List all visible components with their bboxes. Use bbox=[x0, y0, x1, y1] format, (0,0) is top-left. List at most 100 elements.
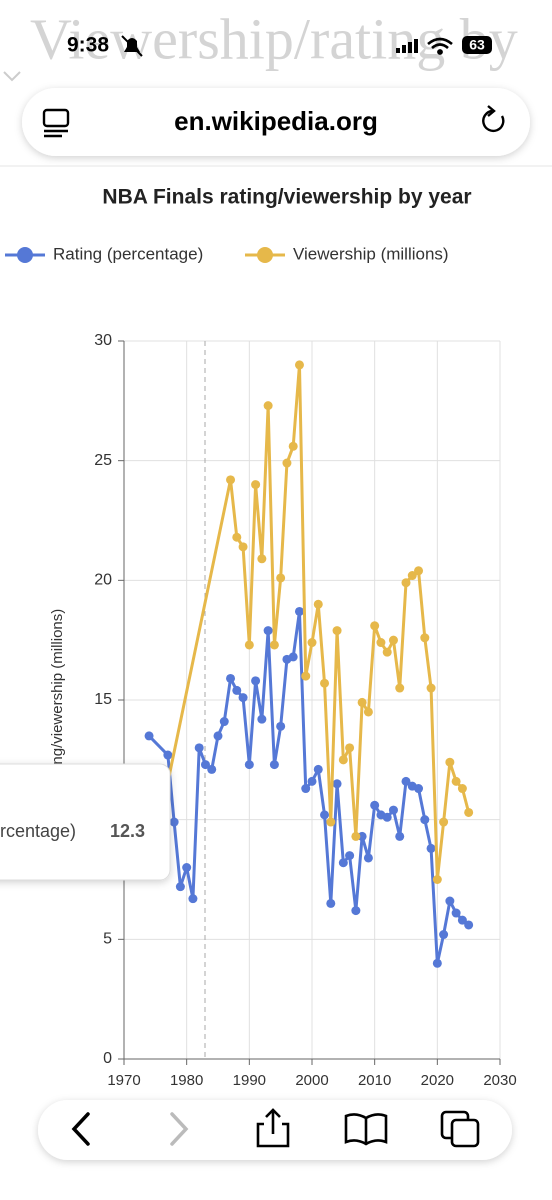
data-point bbox=[313, 599, 323, 609]
bookmarks-button[interactable] bbox=[344, 1113, 388, 1146]
data-point bbox=[338, 755, 348, 765]
back-button[interactable] bbox=[71, 1112, 90, 1146]
data-point bbox=[432, 875, 442, 884]
data-point bbox=[395, 831, 405, 841]
y-axis-label: Rating/viewership (millions) bbox=[49, 609, 66, 792]
data-point bbox=[357, 831, 367, 841]
data-point bbox=[439, 930, 449, 940]
data-point bbox=[219, 717, 229, 727]
data-point bbox=[232, 685, 242, 695]
tooltip-value: 12.3 bbox=[110, 821, 145, 841]
data-point bbox=[226, 475, 236, 485]
data-point bbox=[213, 731, 223, 741]
data-point bbox=[182, 863, 192, 873]
data-point bbox=[332, 626, 342, 636]
x-tick-label: 1970 bbox=[107, 1072, 140, 1089]
y-tick-label: 15 bbox=[94, 691, 112, 708]
data-point bbox=[414, 566, 424, 576]
data-point bbox=[451, 776, 461, 786]
data-point bbox=[294, 606, 304, 616]
share-button[interactable] bbox=[256, 1108, 290, 1148]
data-point bbox=[244, 640, 254, 650]
url-bar[interactable] bbox=[22, 88, 530, 156]
status-time: 9:38 bbox=[67, 34, 109, 57]
data-point bbox=[307, 776, 317, 786]
data-point bbox=[320, 678, 330, 688]
tooltip bbox=[0, 763, 171, 881]
data-point bbox=[345, 743, 355, 753]
forward-button[interactable] bbox=[170, 1112, 189, 1146]
data-point bbox=[301, 784, 311, 794]
data-point bbox=[414, 784, 424, 794]
x-tick-label: 2020 bbox=[421, 1072, 454, 1089]
toolbar bbox=[38, 1100, 512, 1160]
data-point bbox=[194, 743, 204, 753]
data-point bbox=[257, 714, 267, 724]
legend-label: Viewership (millions) bbox=[293, 244, 449, 263]
data-point bbox=[382, 647, 392, 657]
data-point bbox=[263, 626, 273, 636]
data-point bbox=[457, 915, 467, 925]
data-point bbox=[288, 441, 298, 451]
battery-icon bbox=[462, 36, 492, 54]
data-point bbox=[257, 554, 267, 564]
data-point bbox=[388, 635, 398, 645]
y-tick-label: 30 bbox=[94, 332, 112, 349]
data-point bbox=[269, 760, 279, 770]
data-point bbox=[370, 800, 380, 810]
data-point bbox=[238, 693, 248, 703]
x-tick-label: 2000 bbox=[295, 1072, 328, 1089]
y-tick-label: 0 bbox=[103, 1050, 112, 1067]
data-point bbox=[263, 401, 273, 411]
data-point bbox=[326, 817, 336, 827]
mute-icon bbox=[121, 35, 143, 57]
chart: NBA Finals rating/viewership by year Rat… bbox=[5, 186, 517, 1089]
tabs-button[interactable] bbox=[440, 1110, 480, 1148]
data-point bbox=[276, 573, 286, 583]
data-point bbox=[313, 764, 323, 774]
data-point bbox=[401, 776, 411, 786]
tooltip-label: Rating (percentage) bbox=[0, 821, 76, 841]
data-point bbox=[382, 812, 392, 822]
chart-title: NBA Finals rating/viewership by year bbox=[102, 186, 471, 209]
y-tick-label: 20 bbox=[94, 572, 112, 589]
data-point bbox=[451, 908, 461, 918]
x-tick-label: 2030 bbox=[483, 1072, 516, 1089]
data-point bbox=[232, 532, 242, 542]
data-point bbox=[420, 815, 430, 825]
legend-swatch bbox=[17, 247, 33, 263]
y-tick-label: 25 bbox=[94, 452, 112, 469]
data-point bbox=[464, 807, 474, 817]
data-point bbox=[426, 683, 436, 693]
data-point bbox=[376, 638, 386, 648]
data-point bbox=[169, 817, 179, 827]
reload-icon[interactable] bbox=[482, 105, 505, 133]
data-point bbox=[332, 779, 342, 789]
x-tick-label: 1990 bbox=[233, 1072, 266, 1089]
data-point bbox=[200, 760, 210, 770]
data-point bbox=[357, 697, 367, 707]
overlay: Rating (percentage) 12.3 bbox=[0, 763, 171, 881]
data-point bbox=[445, 757, 455, 767]
data-point bbox=[432, 958, 442, 968]
wifi-icon bbox=[427, 37, 453, 55]
data-point bbox=[307, 638, 317, 648]
data-point bbox=[345, 851, 355, 861]
data-point bbox=[351, 831, 361, 841]
data-point bbox=[407, 571, 417, 581]
data-point bbox=[420, 633, 430, 643]
collapse-icon bbox=[3, 71, 21, 82]
data-point bbox=[395, 683, 405, 693]
url-text[interactable]: en.wikipedia.org bbox=[174, 106, 378, 136]
legend-label: Rating (percentage) bbox=[53, 244, 203, 263]
data-point bbox=[426, 843, 436, 853]
data-point bbox=[282, 458, 292, 468]
data-point bbox=[370, 621, 380, 631]
series-line bbox=[160, 363, 471, 881]
data-point bbox=[244, 760, 254, 770]
data-point bbox=[251, 480, 261, 490]
reader-icon[interactable] bbox=[42, 108, 70, 138]
data-point bbox=[464, 920, 474, 930]
